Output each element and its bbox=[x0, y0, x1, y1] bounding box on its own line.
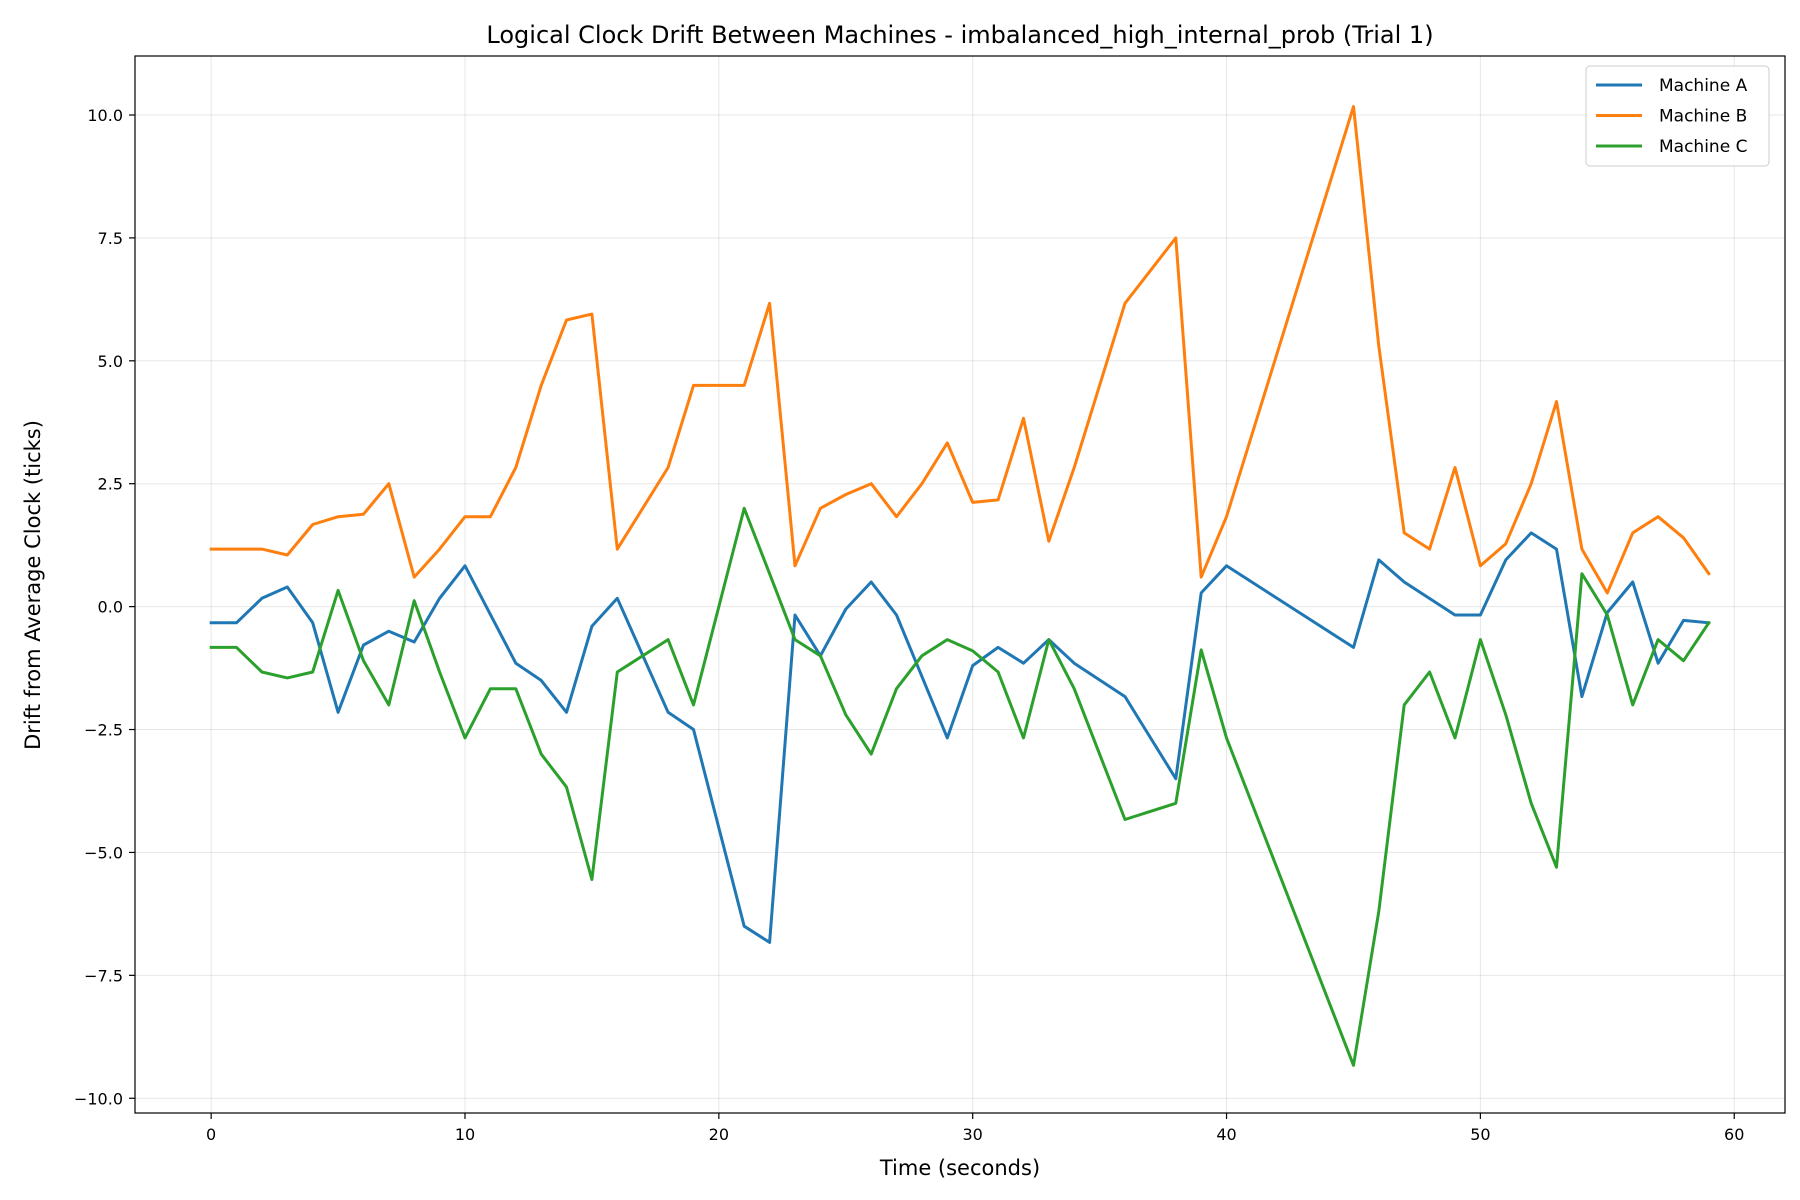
series-lines bbox=[209, 105, 1711, 1067]
series-line-machine-c bbox=[209, 506, 1711, 1067]
y-tick-label: 0.0 bbox=[98, 598, 123, 617]
x-tick-label: 10 bbox=[455, 1125, 475, 1144]
x-tick-label: 40 bbox=[1216, 1125, 1236, 1144]
y-tick-label: −2.5 bbox=[84, 721, 123, 740]
chart-title: Logical Clock Drift Between Machines - i… bbox=[486, 21, 1433, 49]
y-tick-label: 7.5 bbox=[98, 229, 123, 248]
y-tick-label: 2.5 bbox=[98, 475, 123, 494]
legend-box bbox=[1585, 65, 1770, 167]
x-tick-label: 30 bbox=[963, 1125, 983, 1144]
x-axis-label: Time (seconds) bbox=[879, 1156, 1040, 1180]
legend-label: Machine C bbox=[1659, 137, 1747, 157]
series-line-machine-a bbox=[209, 531, 1711, 944]
legend-label: Machine A bbox=[1659, 76, 1748, 96]
y-tick-label: −7.5 bbox=[84, 966, 123, 985]
y-tick-label: 10.0 bbox=[87, 106, 123, 125]
y-tick-label: −10.0 bbox=[74, 1089, 123, 1108]
series-line-machine-b bbox=[209, 105, 1711, 595]
y-tick-label: −5.0 bbox=[84, 843, 123, 862]
x-tick-label: 60 bbox=[1724, 1125, 1744, 1144]
grid bbox=[135, 56, 1785, 1113]
x-tick-label: 50 bbox=[1470, 1125, 1490, 1144]
x-tick-label: 20 bbox=[709, 1125, 729, 1144]
legend-label: Machine B bbox=[1659, 107, 1747, 127]
axis-ticks: 0 10 20 30 40 50 60 −10.0 −7.5 −5.0 −2.5 0.0 2.5 5.0 7… bbox=[74, 106, 1744, 1144]
x-tick-label: 0 bbox=[206, 1125, 216, 1144]
y-axis-label: Drift from Average Clock (ticks) bbox=[21, 420, 45, 750]
plot-frame bbox=[134, 55, 1786, 1114]
y-tick-label: 5.0 bbox=[98, 352, 123, 371]
legend: Machine A Machine B Machine C bbox=[1585, 65, 1770, 167]
